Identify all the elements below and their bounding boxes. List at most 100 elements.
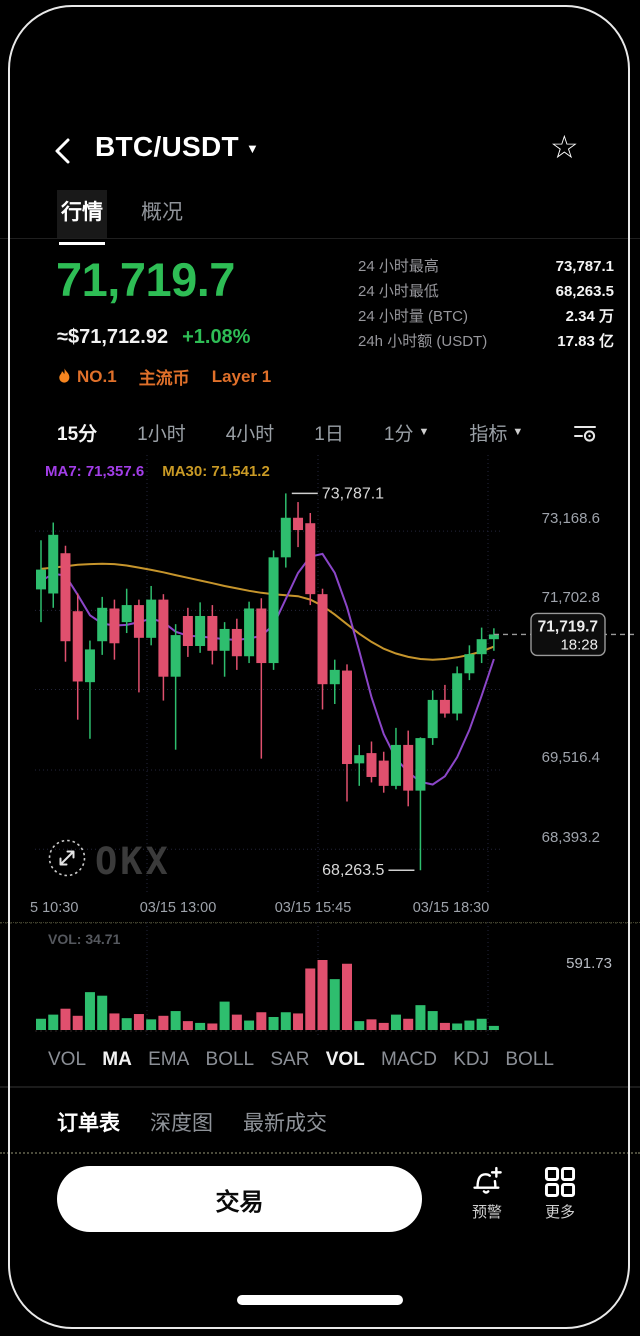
indicator-sar-4[interactable]: SAR [270, 1049, 309, 1071]
stat-row-1: 24 小时最低 68,263.5 [358, 282, 614, 302]
candle-body-6 [109, 608, 120, 644]
pair-title[interactable]: BTC/USDT [95, 131, 239, 162]
volume-bar-22 [305, 968, 316, 1030]
volume-bar-26 [354, 1021, 365, 1030]
candle-body-16 [231, 628, 242, 657]
volume-bar-27 [366, 1019, 377, 1030]
bottom-tab-最新成交[interactable]: 最新成交 [243, 1107, 327, 1137]
x-axis-label-2: 03/15 15:45 [274, 900, 352, 916]
back-icon[interactable] [50, 136, 76, 166]
fiat-row: ≈$71,712.92 +1.08% [57, 326, 250, 349]
bell-plus-icon [473, 1166, 502, 1194]
candle-body-9 [146, 599, 157, 638]
tab-行情[interactable]: 行情 [57, 190, 107, 245]
timeframe-1分[interactable]: 1分 ▼ [384, 419, 429, 446]
pair-dropdown-caret-icon[interactable]: ▼ [246, 141, 259, 156]
timeframe-1小时[interactable]: 1小时 [137, 419, 186, 446]
candlestick-chart[interactable]: 73,168.6 71,702.8 69,516.4 68,393.2 73,787.1… [0, 455, 640, 895]
more-label: 更多 [544, 1204, 575, 1221]
volume-bar-10 [158, 1015, 169, 1030]
volume-bar-0 [36, 1018, 46, 1030]
volume-bar-25 [342, 963, 352, 1030]
bottom-tab-深度图[interactable]: 深度图 [150, 1107, 213, 1137]
stat-label: 24 小时最高 [358, 258, 439, 275]
grid-more-icon [544, 1166, 576, 1198]
indicator-vol-5[interactable]: VOL [326, 1049, 365, 1071]
y-axis-label-2: 69,516.4 [542, 749, 600, 766]
label: MACD [381, 1049, 437, 1070]
trade-button[interactable]: 交易 [57, 1166, 422, 1232]
header: BTC/USDT ▼ ☆ [0, 128, 640, 178]
x-axis-label-1: 03/15 13:00 [139, 900, 217, 916]
flame-icon [59, 368, 70, 383]
ma7-label: MA7: 71,357.6 [45, 463, 145, 480]
rank-label: NO.1 [77, 366, 117, 386]
chart-settings-icon[interactable] [573, 422, 597, 442]
indicator-boll-8[interactable]: BOLL [505, 1049, 554, 1071]
candle-body-17 [244, 608, 255, 657]
timeframe-4小时[interactable]: 4小时 [226, 419, 275, 446]
stat-label: 24 小时最低 [358, 283, 439, 300]
timeframe-指标[interactable]: 指标 ▼ [469, 419, 523, 446]
indicator-ma-1[interactable]: MA [102, 1049, 132, 1071]
fiat-price: ≈$71,712.92 [57, 326, 169, 348]
stat-value: 2.34 万 [565, 308, 614, 325]
volume-bar-12 [182, 1021, 193, 1030]
timeframe-15分[interactable]: 15分 [57, 419, 97, 446]
current-price-box[interactable] [530, 612, 606, 657]
label: SAR [270, 1049, 310, 1070]
volume-bar-37 [488, 1025, 499, 1030]
bottom-tab-订单表[interactable]: 订单表 [57, 1107, 120, 1137]
candle-body-32 [427, 699, 438, 739]
candle-body-33 [439, 699, 450, 714]
volume-bar-29 [390, 1014, 401, 1030]
divider [0, 1086, 640, 1088]
candle-body-15 [219, 628, 230, 651]
indicator-macd-6[interactable]: MACD [381, 1049, 437, 1071]
label: 概况 [141, 201, 183, 224]
more-button[interactable]: 更多 [528, 1166, 592, 1222]
label: 1日 [314, 423, 344, 445]
home-indicator[interactable] [237, 1295, 403, 1305]
indicator-boll-3[interactable]: BOLL [206, 1049, 255, 1071]
label: 深度图 [150, 1112, 213, 1135]
indicator-ema-2[interactable]: EMA [148, 1049, 189, 1071]
stat-label: 24h 小时额 (USDT) [358, 333, 488, 350]
candle-body-14 [207, 615, 218, 651]
candle-body-12 [182, 615, 193, 647]
ma30-label: MA30: 71,541.2 [162, 463, 270, 480]
low-annotation-label: 68,263.5 [322, 862, 384, 879]
volume-bar-31 [415, 1005, 426, 1030]
candle-body-28 [378, 760, 389, 786]
dotted-separator [0, 1152, 640, 1154]
price-change: +1.08% [182, 326, 251, 348]
indicator-kdj-7[interactable]: KDJ [453, 1049, 489, 1071]
volume-bar-9 [146, 1019, 157, 1030]
rank-tag[interactable]: NO.1 [57, 367, 117, 387]
tag-1[interactable]: Layer 1 [211, 366, 272, 386]
alert-button[interactable]: 预警 [455, 1166, 519, 1222]
candle-body-18 [256, 608, 267, 664]
current-time-text: 18:28 [560, 636, 598, 653]
candle-body-34 [452, 673, 463, 714]
label: BOLL [505, 1049, 554, 1070]
volume-bar-8 [133, 1014, 144, 1030]
tab-概况[interactable]: 概况 [137, 190, 187, 238]
favorite-star-icon[interactable]: ☆ [550, 129, 579, 165]
volume-bar-15 [219, 1001, 230, 1030]
label: MA [102, 1049, 132, 1070]
tag-0[interactable]: 主流币 [138, 369, 190, 388]
ma30-line [40, 562, 495, 661]
volume-chart[interactable] [0, 922, 640, 1036]
indicator-vol-0[interactable]: VOL [48, 1049, 86, 1071]
stat-row-3: 24h 小时额 (USDT) 17.83 亿 [358, 332, 614, 352]
volume-bar-2 [60, 1008, 71, 1030]
candle-body-8 [133, 605, 144, 638]
expand-icon[interactable] [47, 838, 87, 878]
timeframe-1日[interactable]: 1日 [314, 419, 344, 446]
label: 1分 [383, 423, 414, 445]
candle-body-4 [84, 649, 95, 683]
volume-bar-4 [84, 992, 95, 1030]
label: 4小时 [225, 423, 275, 445]
